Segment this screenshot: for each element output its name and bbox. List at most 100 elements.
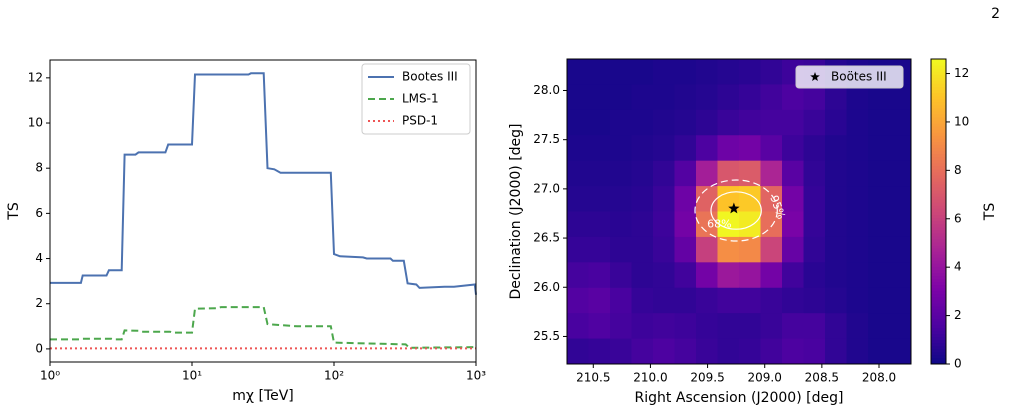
colorbar-step: [931, 190, 946, 194]
heat-cell: [760, 135, 783, 162]
heat-cell: [760, 59, 783, 85]
colorbar-step: [931, 123, 946, 127]
colorbar-step: [931, 181, 946, 185]
heat-cell: [610, 338, 632, 365]
contour-label: 68%: [707, 217, 731, 230]
y-tick-label: 2: [35, 296, 43, 310]
heat-cell: [717, 59, 740, 85]
heat-cell: [889, 109, 912, 136]
colorbar-tick-label: 10: [954, 114, 969, 128]
heat-cell: [674, 287, 697, 314]
heat-cell: [610, 109, 632, 136]
colorbar-step: [931, 345, 946, 350]
heat-cell: [868, 236, 890, 263]
heat-cell: [610, 135, 632, 162]
colorbar-step: [931, 165, 946, 170]
heat-cell: [674, 59, 697, 85]
heat-cell: [825, 287, 847, 314]
heat-cell: [846, 338, 869, 365]
colorbar-step: [931, 238, 946, 243]
heat-cell: [803, 160, 826, 187]
y-tick-label: 26.0: [533, 280, 560, 294]
heat-cell: [653, 287, 675, 314]
heat-cell: [739, 109, 761, 136]
heat-cell: [610, 262, 632, 289]
x-tick-label: 208.0: [862, 371, 896, 385]
heat-cell: [717, 338, 740, 365]
colorbar-step: [931, 141, 946, 145]
heat-cell: [674, 211, 697, 238]
colorbar-step: [931, 287, 946, 292]
heat-cell: [846, 236, 869, 263]
colorbar-step: [931, 266, 946, 270]
heat-cell: [739, 287, 761, 314]
heat-cell: [782, 186, 804, 212]
y-axis-label: TS: [6, 202, 22, 221]
y-tick-label: 28.0: [533, 83, 560, 97]
heat-cell: [825, 338, 847, 365]
legend-label: Bootes III: [402, 70, 458, 84]
heat-cell: [588, 84, 611, 111]
heat-cell: [717, 135, 740, 162]
colorbar-step: [931, 159, 946, 164]
heat-cell: [889, 338, 912, 365]
heat-cell: [631, 59, 654, 85]
heat-cell: [610, 160, 632, 187]
heat-cell: [868, 84, 890, 111]
colorbar-step: [931, 162, 946, 167]
heat-cell: [868, 109, 890, 136]
heat-cell: [889, 262, 912, 289]
heat-cell: [739, 313, 761, 340]
heat-cell: [567, 186, 589, 212]
heat-cell: [739, 186, 761, 212]
x-tick-label: 209.0: [748, 371, 782, 385]
heat-cell: [696, 236, 718, 263]
heat-cell: [567, 160, 589, 187]
colorbar-step: [931, 80, 946, 84]
colorbar-step: [931, 193, 946, 197]
heat-cell: [696, 338, 718, 365]
colorbar-step: [931, 168, 946, 173]
y-tick-label: 25.5: [533, 329, 560, 343]
heat-cell: [631, 186, 654, 212]
colorbar-step: [931, 242, 946, 246]
colorbar-step: [931, 174, 946, 179]
series-line: [50, 306, 477, 349]
colorbar-step: [931, 132, 946, 136]
heat-cell: [588, 338, 611, 365]
heat-cell: [868, 313, 890, 340]
x-tick-label: 10⁰: [40, 369, 60, 383]
colorbar-step: [931, 59, 946, 63]
heat-cell: [803, 313, 826, 340]
heat-cell: [782, 135, 804, 162]
colorbar-step: [931, 342, 946, 347]
heat-cell: [889, 313, 912, 340]
heat-cell: [782, 262, 804, 289]
heat-cell: [846, 186, 869, 212]
heat-cell: [846, 262, 869, 289]
heat-cell: [803, 338, 826, 365]
heat-cell: [631, 313, 654, 340]
heat-cell: [739, 338, 761, 365]
y-tick-label: 6: [35, 206, 43, 220]
heat-cell: [782, 84, 804, 111]
y-tick-label: 26.5: [533, 231, 560, 245]
page-number: 2: [991, 6, 1000, 22]
heat-cell: [803, 262, 826, 289]
colorbar-step: [931, 62, 946, 66]
colorbar-step: [931, 226, 946, 231]
heat-cell: [889, 160, 912, 187]
heat-cell: [567, 236, 589, 263]
colorbar-tick-label: 2: [954, 308, 962, 322]
heat-cell: [588, 135, 611, 162]
x-tick-label: 10¹: [182, 369, 202, 383]
colorbar-step: [931, 299, 946, 304]
heat-cell: [631, 109, 654, 136]
colorbar-step: [931, 208, 946, 212]
heat-cell: [674, 313, 697, 340]
colorbar-step: [931, 360, 946, 365]
heat-cell: [674, 84, 697, 111]
colorbar-tick-label: 6: [954, 211, 962, 225]
heat-cell: [674, 186, 697, 212]
colorbar-tick-label: 12: [954, 66, 969, 80]
